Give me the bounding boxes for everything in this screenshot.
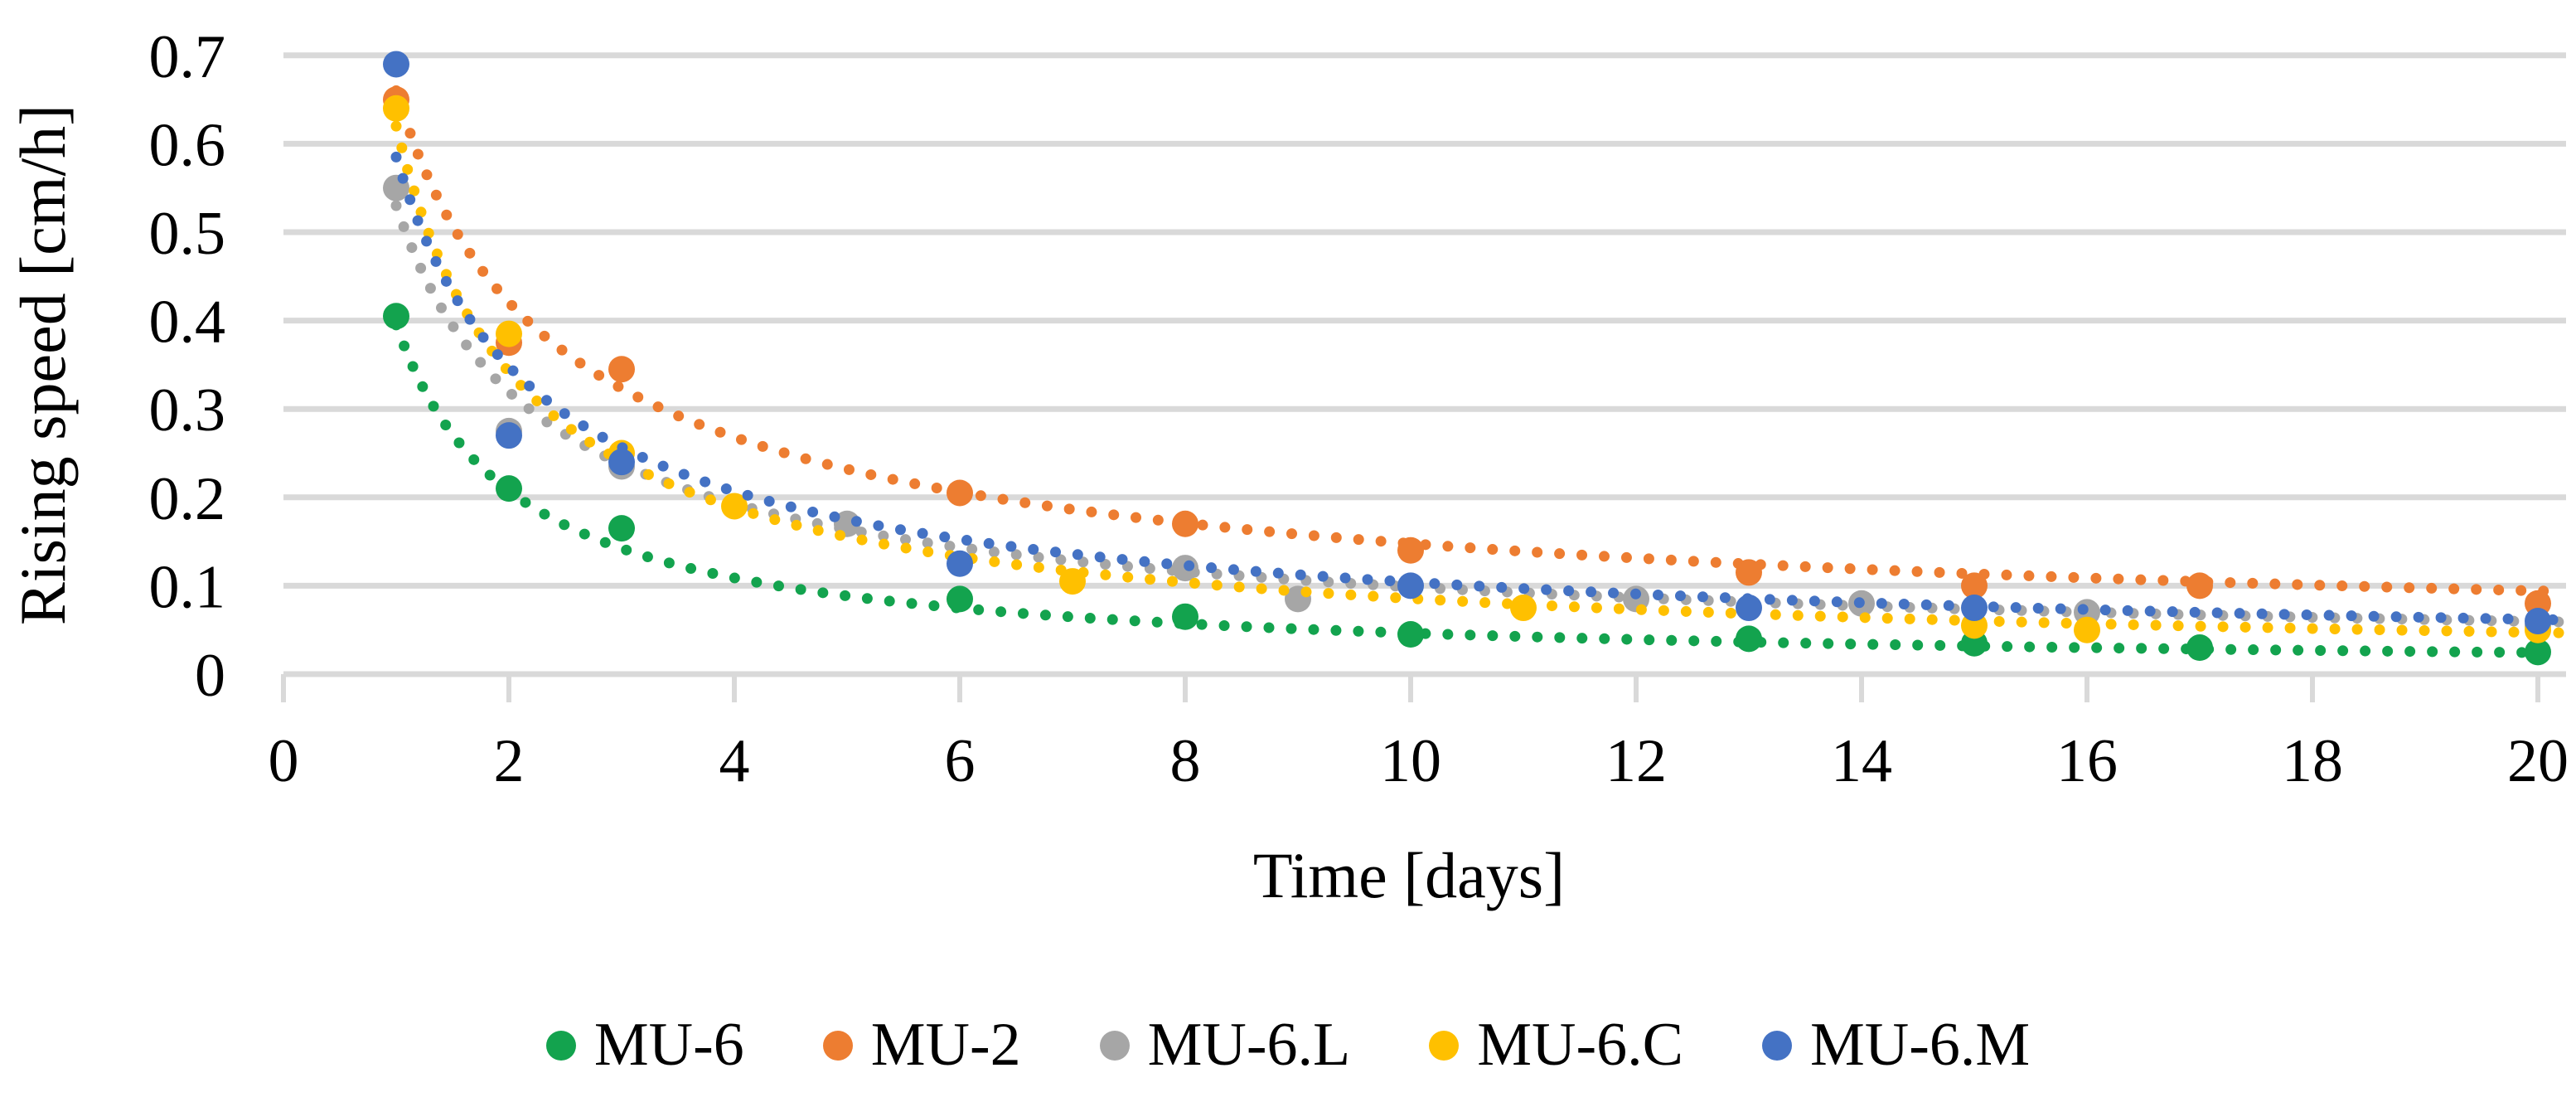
- y-tick-label: 0.1: [149, 553, 226, 621]
- legend-label: MU-6.M: [1809, 1011, 2031, 1079]
- legend-item-mu-6m: MU-6.M: [1761, 1010, 2031, 1080]
- trendline-MU-6.C: [390, 120, 2566, 638]
- y-tick-label: 0.6: [149, 111, 226, 179]
- x-tick-label: 6: [945, 727, 976, 795]
- marker-MU-6: [608, 515, 635, 542]
- legend-marker-mu-6c: [1429, 1030, 1460, 1061]
- legend-label: MU-2: [870, 1011, 1021, 1079]
- data-series: [383, 51, 2566, 666]
- marker-MU-6.M: [1397, 572, 1424, 600]
- y-tick-label: 0.2: [149, 465, 226, 533]
- marker-MU-2: [1172, 510, 1198, 537]
- x-tick-label: 14: [1831, 727, 1892, 795]
- series-MU-2: [383, 85, 2566, 617]
- marker-MU-2: [1961, 572, 1988, 600]
- y-axis-title: Rising speed [cm/h]: [7, 104, 79, 625]
- marker-MU-6.M: [1736, 595, 1762, 622]
- legend-label: MU-6: [593, 1011, 744, 1079]
- marker-MU-6.M: [1961, 595, 1988, 622]
- marker-MU-6.M: [383, 51, 409, 78]
- x-tick-label: 16: [2056, 727, 2118, 795]
- x-tick-label: 10: [1380, 727, 1441, 795]
- gridlines: [281, 52, 2566, 702]
- legend-marker-mu-6l: [1099, 1030, 1130, 1061]
- y-tick-label: 0.4: [149, 289, 226, 357]
- marker-MU-6: [383, 303, 409, 330]
- trendline-MU-6: [390, 319, 2566, 658]
- marker-MU-6: [2186, 634, 2213, 662]
- y-tick-label: 0: [195, 642, 225, 710]
- x-axis-title: Time [days]: [1253, 839, 1565, 911]
- legend-marker-mu-2: [822, 1030, 853, 1061]
- y-tick-label: 0.5: [149, 200, 226, 268]
- y-tick-label: 0.3: [149, 376, 226, 444]
- marker-MU-6.M: [496, 422, 522, 449]
- trendline-MU-2: [390, 85, 2566, 597]
- marker-MU-6.C: [2074, 616, 2100, 643]
- x-tick-label: 12: [1605, 727, 1667, 795]
- legend-label: MU-6.C: [1477, 1011, 1683, 1079]
- marker-MU-2: [1736, 559, 1762, 586]
- x-tick-label: 8: [1170, 727, 1201, 795]
- marker-MU-6: [1736, 625, 1762, 653]
- legend: MU-6 MU-2 MU-6.L MU-6.C MU-6.M: [0, 1010, 2576, 1080]
- y-tick-label: 0.7: [149, 23, 226, 91]
- x-tick-label: 20: [2507, 727, 2569, 795]
- marker-MU-6.C: [1510, 595, 1537, 622]
- marker-MU-6: [1397, 621, 1424, 648]
- x-tick-label: 4: [719, 727, 750, 795]
- trendline-MU-6.M: [390, 151, 2566, 626]
- marker-MU-6.M: [947, 550, 973, 577]
- x-tick-label: 18: [2282, 727, 2343, 795]
- legend-marker-mu-6m: [1761, 1030, 1792, 1061]
- marker-MU-6.M: [2525, 608, 2551, 635]
- marker-MU-6.C: [496, 320, 522, 347]
- series-MU-6.C: [383, 95, 2566, 643]
- x-tick-label: 0: [269, 727, 299, 795]
- marker-MU-6: [947, 585, 973, 613]
- series-MU-6.M: [383, 51, 2566, 635]
- marker-MU-2: [2186, 572, 2213, 600]
- marker-MU-6.M: [608, 449, 635, 476]
- axis-tick-labels: 0 0.1 0.2 0.3 0.4 0.5 0.6 0.7 0 2 4 6 8 10 12 14 16 18 20: [149, 23, 2569, 795]
- legend-label: MU-6.L: [1147, 1011, 1351, 1079]
- legend-marker-mu-6: [545, 1030, 576, 1061]
- marker-MU-6.C: [383, 95, 409, 122]
- marker-MU-2: [608, 356, 635, 383]
- marker-MU-6: [496, 475, 522, 502]
- marker-MU-6: [1172, 603, 1198, 630]
- marker-MU-6.C: [721, 493, 748, 520]
- marker-MU-2: [1397, 536, 1424, 564]
- legend-item-mu-6l: MU-6.L: [1099, 1010, 1351, 1080]
- legend-item-mu-2: MU-2: [822, 1010, 1021, 1080]
- marker-MU-6.C: [1059, 568, 1086, 595]
- legend-item-mu-6c: MU-6.C: [1429, 1010, 1683, 1080]
- x-tick-label: 2: [494, 727, 525, 795]
- marker-MU-2: [947, 479, 973, 507]
- legend-item-mu-6: MU-6: [545, 1010, 744, 1080]
- series-MU-6: [383, 303, 2566, 666]
- trendline-MU-6.L: [390, 200, 2566, 628]
- marker-MU-6: [2525, 638, 2551, 666]
